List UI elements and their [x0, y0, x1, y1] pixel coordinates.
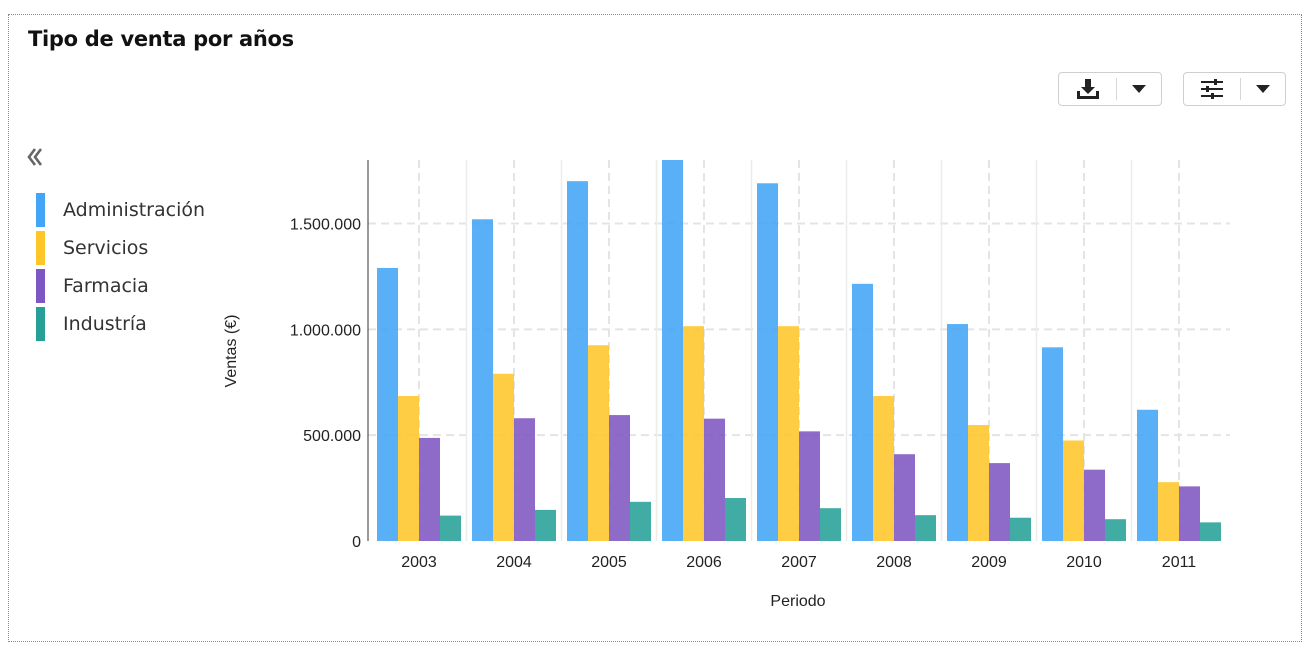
legend-item-farmacia[interactable]: Farmacia — [36, 267, 205, 305]
caret-down-icon — [1132, 85, 1146, 93]
download-icon — [1076, 79, 1099, 99]
legend-item-servicios[interactable]: Servicios — [36, 229, 205, 267]
bar[interactable] — [725, 498, 746, 541]
y-tick-label: 1.500.000 — [290, 217, 361, 234]
chart-bars — [377, 160, 1221, 542]
bar[interactable] — [588, 345, 609, 541]
x-axis-title: Periodo — [770, 593, 825, 610]
bar[interactable] — [567, 181, 588, 541]
y-axis-title: Ventas (€) — [223, 315, 240, 388]
x-tick-label: 2010 — [1066, 554, 1102, 571]
legend-label: Industría — [63, 313, 147, 335]
bar[interactable] — [440, 515, 461, 541]
caret-down-icon — [1256, 85, 1270, 93]
bar[interactable] — [419, 437, 440, 541]
bar[interactable] — [1200, 522, 1221, 541]
x-tick-label: 2005 — [591, 554, 627, 571]
bar[interactable] — [778, 326, 799, 541]
legend-swatch — [36, 193, 45, 227]
bar[interactable] — [968, 425, 989, 541]
divider — [1116, 78, 1117, 100]
settings-dropdown-button[interactable] — [1241, 73, 1285, 105]
bar[interactable] — [683, 326, 704, 541]
bar[interactable] — [630, 501, 651, 541]
y-tick-label: 500.000 — [303, 428, 361, 445]
bar[interactable] — [1063, 440, 1084, 541]
bar[interactable] — [1179, 486, 1200, 541]
legend-item-administracion[interactable]: Administración — [36, 191, 205, 229]
double-chevron-left-icon — [27, 148, 43, 166]
bar[interactable] — [1084, 469, 1105, 541]
legend-label: Servicios — [63, 237, 149, 259]
legend-swatch — [36, 231, 45, 265]
bar[interactable] — [377, 267, 398, 541]
bar[interactable] — [1137, 409, 1158, 541]
download-button-group — [1058, 72, 1162, 106]
bar[interactable] — [799, 431, 820, 541]
divider — [1240, 78, 1241, 100]
bar[interactable] — [1042, 347, 1063, 541]
bar[interactable] — [609, 415, 630, 541]
bar[interactable] — [704, 418, 725, 541]
bar[interactable] — [1105, 519, 1126, 541]
bar[interactable] — [535, 509, 556, 541]
bar[interactable] — [472, 219, 493, 541]
x-tick-label: 2006 — [686, 554, 722, 571]
settings-button-group — [1183, 72, 1286, 106]
legend-swatch — [36, 307, 45, 341]
bar[interactable] — [894, 454, 915, 541]
bar[interactable] — [514, 418, 535, 541]
bar[interactable] — [820, 508, 841, 541]
bar[interactable] — [398, 396, 419, 541]
x-tick-label: 2007 — [781, 554, 817, 571]
legend-item-industria[interactable]: Industría — [36, 305, 205, 343]
legend-label: Administración — [63, 199, 206, 221]
bar[interactable] — [852, 283, 873, 541]
bar[interactable] — [989, 463, 1010, 541]
bar[interactable] — [1158, 482, 1179, 541]
chart-legend: Administración Servicios Farmacia Indust… — [36, 191, 205, 343]
download-dropdown-button[interactable] — [1117, 73, 1161, 105]
y-tick-label: 0 — [352, 534, 361, 551]
bar[interactable] — [947, 324, 968, 541]
bar[interactable] — [662, 160, 683, 541]
bar[interactable] — [493, 373, 514, 541]
chart-title: Tipo de venta por años — [28, 27, 294, 51]
x-tick-label: 2011 — [1162, 554, 1197, 571]
settings-button[interactable] — [1184, 73, 1240, 105]
chart-axes: 0 500.000 1.000.000 1.500.000 2003 2004 2005 20… — [290, 160, 1196, 571]
legend-label: Farmacia — [63, 275, 149, 297]
legend-collapse-button[interactable] — [25, 146, 45, 168]
chart-panel: Tipo de venta por años — [8, 14, 1302, 642]
x-tick-label: 2004 — [496, 554, 532, 571]
bar[interactable] — [873, 396, 894, 541]
y-tick-label: 1.000.000 — [290, 322, 361, 339]
bar[interactable] — [1010, 517, 1031, 541]
x-tick-label: 2009 — [971, 554, 1007, 571]
bar[interactable] — [757, 183, 778, 542]
x-tick-label: 2003 — [401, 554, 437, 571]
x-tick-label: 2008 — [876, 554, 912, 571]
legend-swatch — [36, 269, 45, 303]
download-button[interactable] — [1059, 73, 1116, 105]
sliders-icon — [1201, 79, 1223, 99]
bar[interactable] — [915, 515, 936, 541]
